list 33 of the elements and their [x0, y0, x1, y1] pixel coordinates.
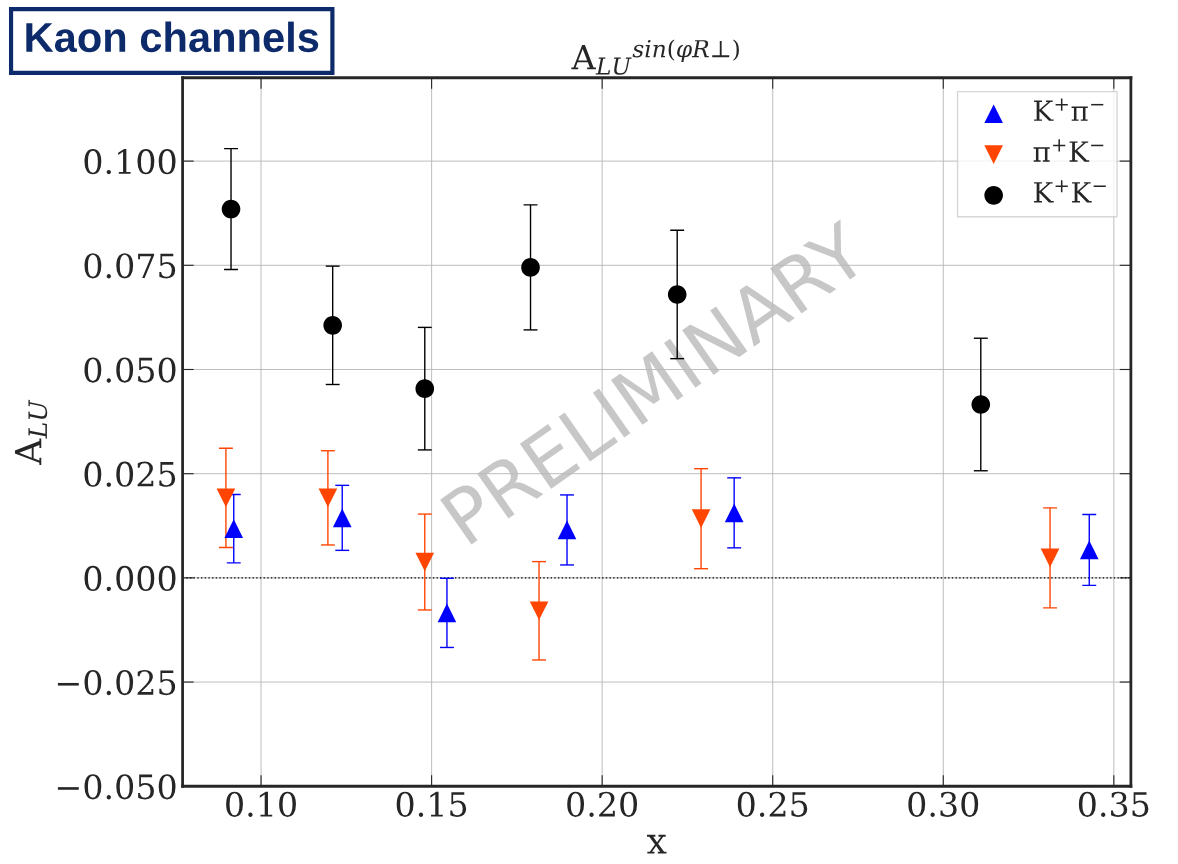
point	[323, 315, 342, 335]
x-axis-title: x	[646, 834, 667, 854]
text: Kaon channels	[26, 21, 319, 53]
point	[318, 488, 338, 508]
legend-label: K$^{+}$π$^{−}$	[1034, 98, 1104, 121]
y-tick-label: 0.075	[84, 253, 176, 279]
y-tick-label: −0.050	[57, 774, 176, 800]
y-tick-label: 0.100	[84, 149, 176, 175]
legend-label: K$^{+}$K$^{−}$	[1034, 180, 1106, 203]
point	[437, 603, 457, 623]
y-tick-label: 0.025	[84, 461, 176, 487]
point	[216, 488, 236, 508]
x-tick-label: 0.35	[1078, 791, 1149, 817]
point	[529, 601, 549, 621]
x-tick-label: 0.25	[737, 791, 808, 817]
point	[1079, 540, 1099, 560]
x-tick-label: 0.15	[396, 791, 467, 817]
point	[971, 395, 991, 414]
y-axis-title: A$_{LU}$	[14, 399, 48, 466]
x-tick-label: 0.20	[567, 791, 638, 817]
point	[1040, 548, 1060, 568]
point	[415, 552, 435, 572]
chart-title: A$_{LU}$$^{sin(φR⊥)}$	[571, 39, 739, 75]
y-tick-label: 0.000	[84, 565, 176, 591]
x-tick-label: 0.30	[908, 791, 979, 817]
point	[221, 199, 241, 219]
y-tick-label: −0.025	[57, 669, 176, 696]
point	[332, 508, 352, 528]
y-tick-label: 0.050	[84, 357, 176, 383]
x-tick-label: 0.10	[226, 791, 296, 817]
point	[224, 519, 244, 538]
legend-label: π$^{+}$K$^{−}$	[1033, 139, 1104, 162]
point	[415, 379, 435, 398]
